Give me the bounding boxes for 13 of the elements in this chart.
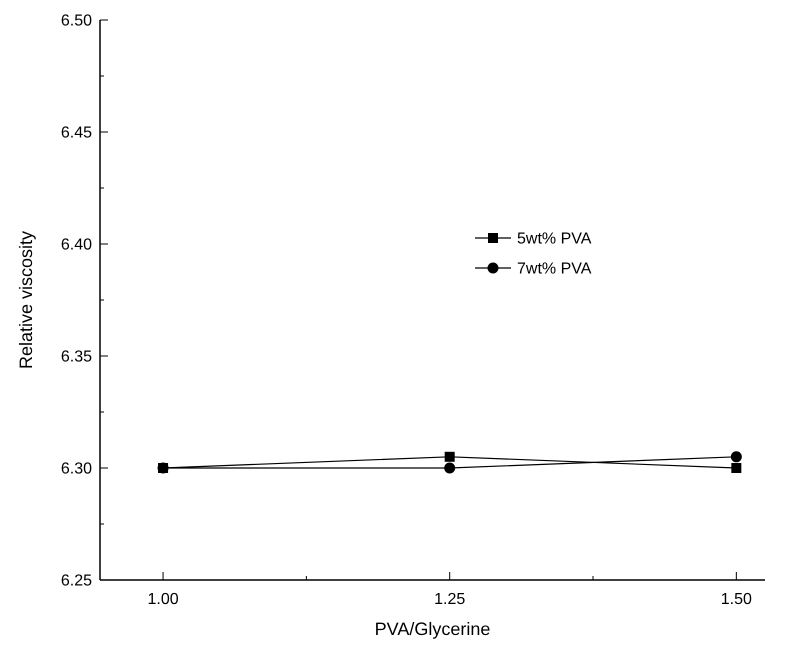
x-tick-label: 1.25	[434, 591, 466, 608]
y-tick-label: 6.45	[60, 124, 92, 142]
y-axis-title: Relative viscosity	[16, 230, 36, 370]
x-tick-label: 1.50	[720, 591, 752, 608]
y-tick-label: 6.40	[60, 236, 92, 254]
x-axis-title: PVA/Glycerine	[374, 619, 490, 639]
y-tick-label: 6.25	[60, 572, 92, 590]
y-tick-label: 6.50	[60, 12, 92, 30]
y-tick-label: 6.35	[60, 348, 92, 366]
x-tick-label: 1.00	[147, 591, 179, 608]
legend-label: 7wt% PVA	[517, 260, 592, 278]
legend-label: 5wt% PVA	[517, 230, 592, 248]
y-tick-label: 6.30	[60, 460, 92, 478]
